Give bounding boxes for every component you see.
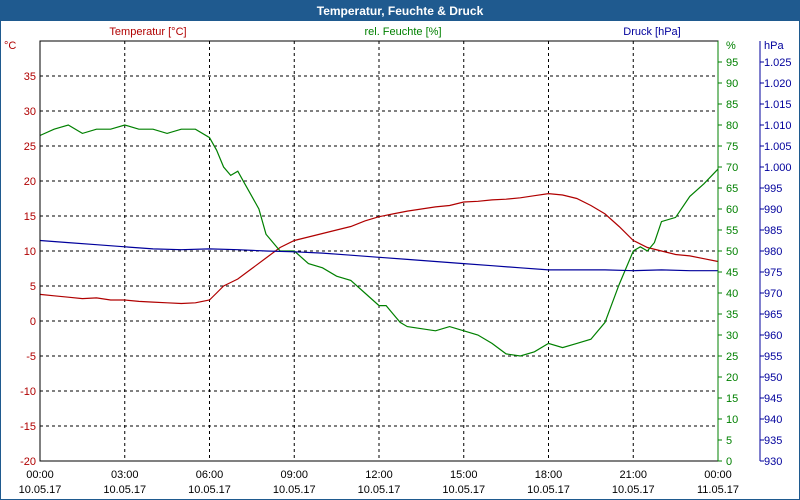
- temperature-tick-label: 25: [24, 141, 36, 153]
- temperature-unit-label: °C: [4, 40, 16, 52]
- temperature-tick-label: -20: [20, 456, 36, 468]
- humidity-tick-label: 90: [726, 78, 738, 90]
- x-tick-date-label: 10.05.17: [442, 484, 485, 496]
- temperature-tick-label: 20: [24, 176, 36, 188]
- humidity-tick-label: 80: [726, 120, 738, 132]
- pressure-tick-label: 1.010: [764, 120, 792, 132]
- pressure-tick-label: 935: [764, 435, 782, 447]
- x-tick-time-label: 21:00: [619, 469, 647, 481]
- x-tick-time-label: 18:00: [535, 469, 563, 481]
- humidity-tick-label: 65: [726, 183, 738, 195]
- humidity-tick-label: 20: [726, 372, 738, 384]
- humidity-tick-label: 85: [726, 99, 738, 111]
- humidity-tick-label: 40: [726, 288, 738, 300]
- temperature-tick-label: -10: [20, 386, 36, 398]
- pressure-tick-label: 930: [764, 456, 782, 468]
- pressure-tick-label: 1.005: [764, 141, 792, 153]
- temperature-tick-label: 0: [30, 316, 36, 328]
- temperature-axis-title: Temperatur [°C]: [109, 26, 186, 38]
- x-tick-time-label: 00:00: [704, 469, 732, 481]
- x-tick-time-label: 15:00: [450, 469, 478, 481]
- pressure-tick-label: 955: [764, 351, 782, 363]
- x-tick-date-label: 10.05.17: [358, 484, 401, 496]
- humidity-tick-label: 0: [726, 456, 732, 468]
- temperature-tick-label: 10: [24, 246, 36, 258]
- pressure-tick-label: 950: [764, 372, 782, 384]
- x-tick-date-label: 10.05.17: [188, 484, 231, 496]
- grid: [40, 41, 718, 461]
- humidity-tick-label: 70: [726, 162, 738, 174]
- humidity-tick-label: 35: [726, 309, 738, 321]
- temperature-tick-label: -5: [26, 351, 36, 363]
- humidity-tick-label: 25: [726, 351, 738, 363]
- temperature-tick-label: 30: [24, 106, 36, 118]
- pressure-tick-label: 940: [764, 414, 782, 426]
- pressure-axis-title: Druck [hPa]: [623, 26, 680, 38]
- pressure-tick-label: 995: [764, 183, 782, 195]
- temperature-tick-label: 5: [30, 281, 36, 293]
- pressure-tick-label: 980: [764, 246, 782, 258]
- humidity-tick-label: 30: [726, 330, 738, 342]
- humidity-tick-label: 95: [726, 57, 738, 69]
- series-layer: [39, 124, 719, 357]
- temperature-tick-label: -15: [20, 421, 36, 433]
- humidity-tick-label: 10: [726, 414, 738, 426]
- x-tick-time-label: 09:00: [280, 469, 308, 481]
- x-tick-time-label: 03:00: [111, 469, 139, 481]
- x-tick-date-label: 10.05.17: [103, 484, 146, 496]
- pressure-tick-label: 990: [764, 204, 782, 216]
- humidity-axis-title: rel. Feuchte [%]: [364, 26, 441, 38]
- x-tick-date-label: 11.05.17: [697, 484, 739, 496]
- pressure-tick-label: 975: [764, 267, 782, 279]
- x-tick-time-label: 00:00: [26, 469, 54, 481]
- series-line-temperature: [39, 192, 719, 305]
- pressure-tick-label: 985: [764, 225, 782, 237]
- x-tick-time-label: 06:00: [196, 469, 224, 481]
- pressure-unit-label: hPa: [764, 40, 784, 52]
- x-tick-date-label: 10.05.17: [527, 484, 570, 496]
- humidity-tick-label: 45: [726, 267, 738, 279]
- x-tick-date-label: 10.05.17: [19, 484, 62, 496]
- humidity-tick-label: 60: [726, 204, 738, 216]
- humidity-tick-label: 55: [726, 225, 738, 237]
- humidity-unit-label: %: [726, 40, 736, 52]
- pressure-tick-label: 945: [764, 393, 782, 405]
- pressure-tick-label: 1.000: [764, 162, 792, 174]
- humidity-tick-label: 50: [726, 246, 738, 258]
- x-tick-date-label: 10.05.17: [273, 484, 316, 496]
- pressure-tick-label: 1.025: [764, 57, 792, 69]
- pressure-tick-label: 960: [764, 330, 782, 342]
- humidity-tick-label: 5: [726, 435, 732, 447]
- pressure-tick-label: 1.015: [764, 99, 792, 111]
- x-tick-date-label: 10.05.17: [612, 484, 655, 496]
- humidity-tick-label: 15: [726, 393, 738, 405]
- humidity-tick-label: 75: [726, 141, 738, 153]
- series-line-pressure: [39, 239, 718, 272]
- series-line-humidity: [39, 124, 719, 357]
- pressure-tick-label: 970: [764, 288, 782, 300]
- temperature-tick-label: 35: [24, 71, 36, 83]
- pressure-tick-label: 965: [764, 309, 782, 321]
- pressure-tick-label: 1.020: [764, 78, 792, 90]
- temperature-tick-label: 15: [24, 211, 36, 223]
- x-tick-time-label: 12:00: [365, 469, 393, 481]
- window-title: Temperatur, Feuchte & Druck: [1, 1, 799, 21]
